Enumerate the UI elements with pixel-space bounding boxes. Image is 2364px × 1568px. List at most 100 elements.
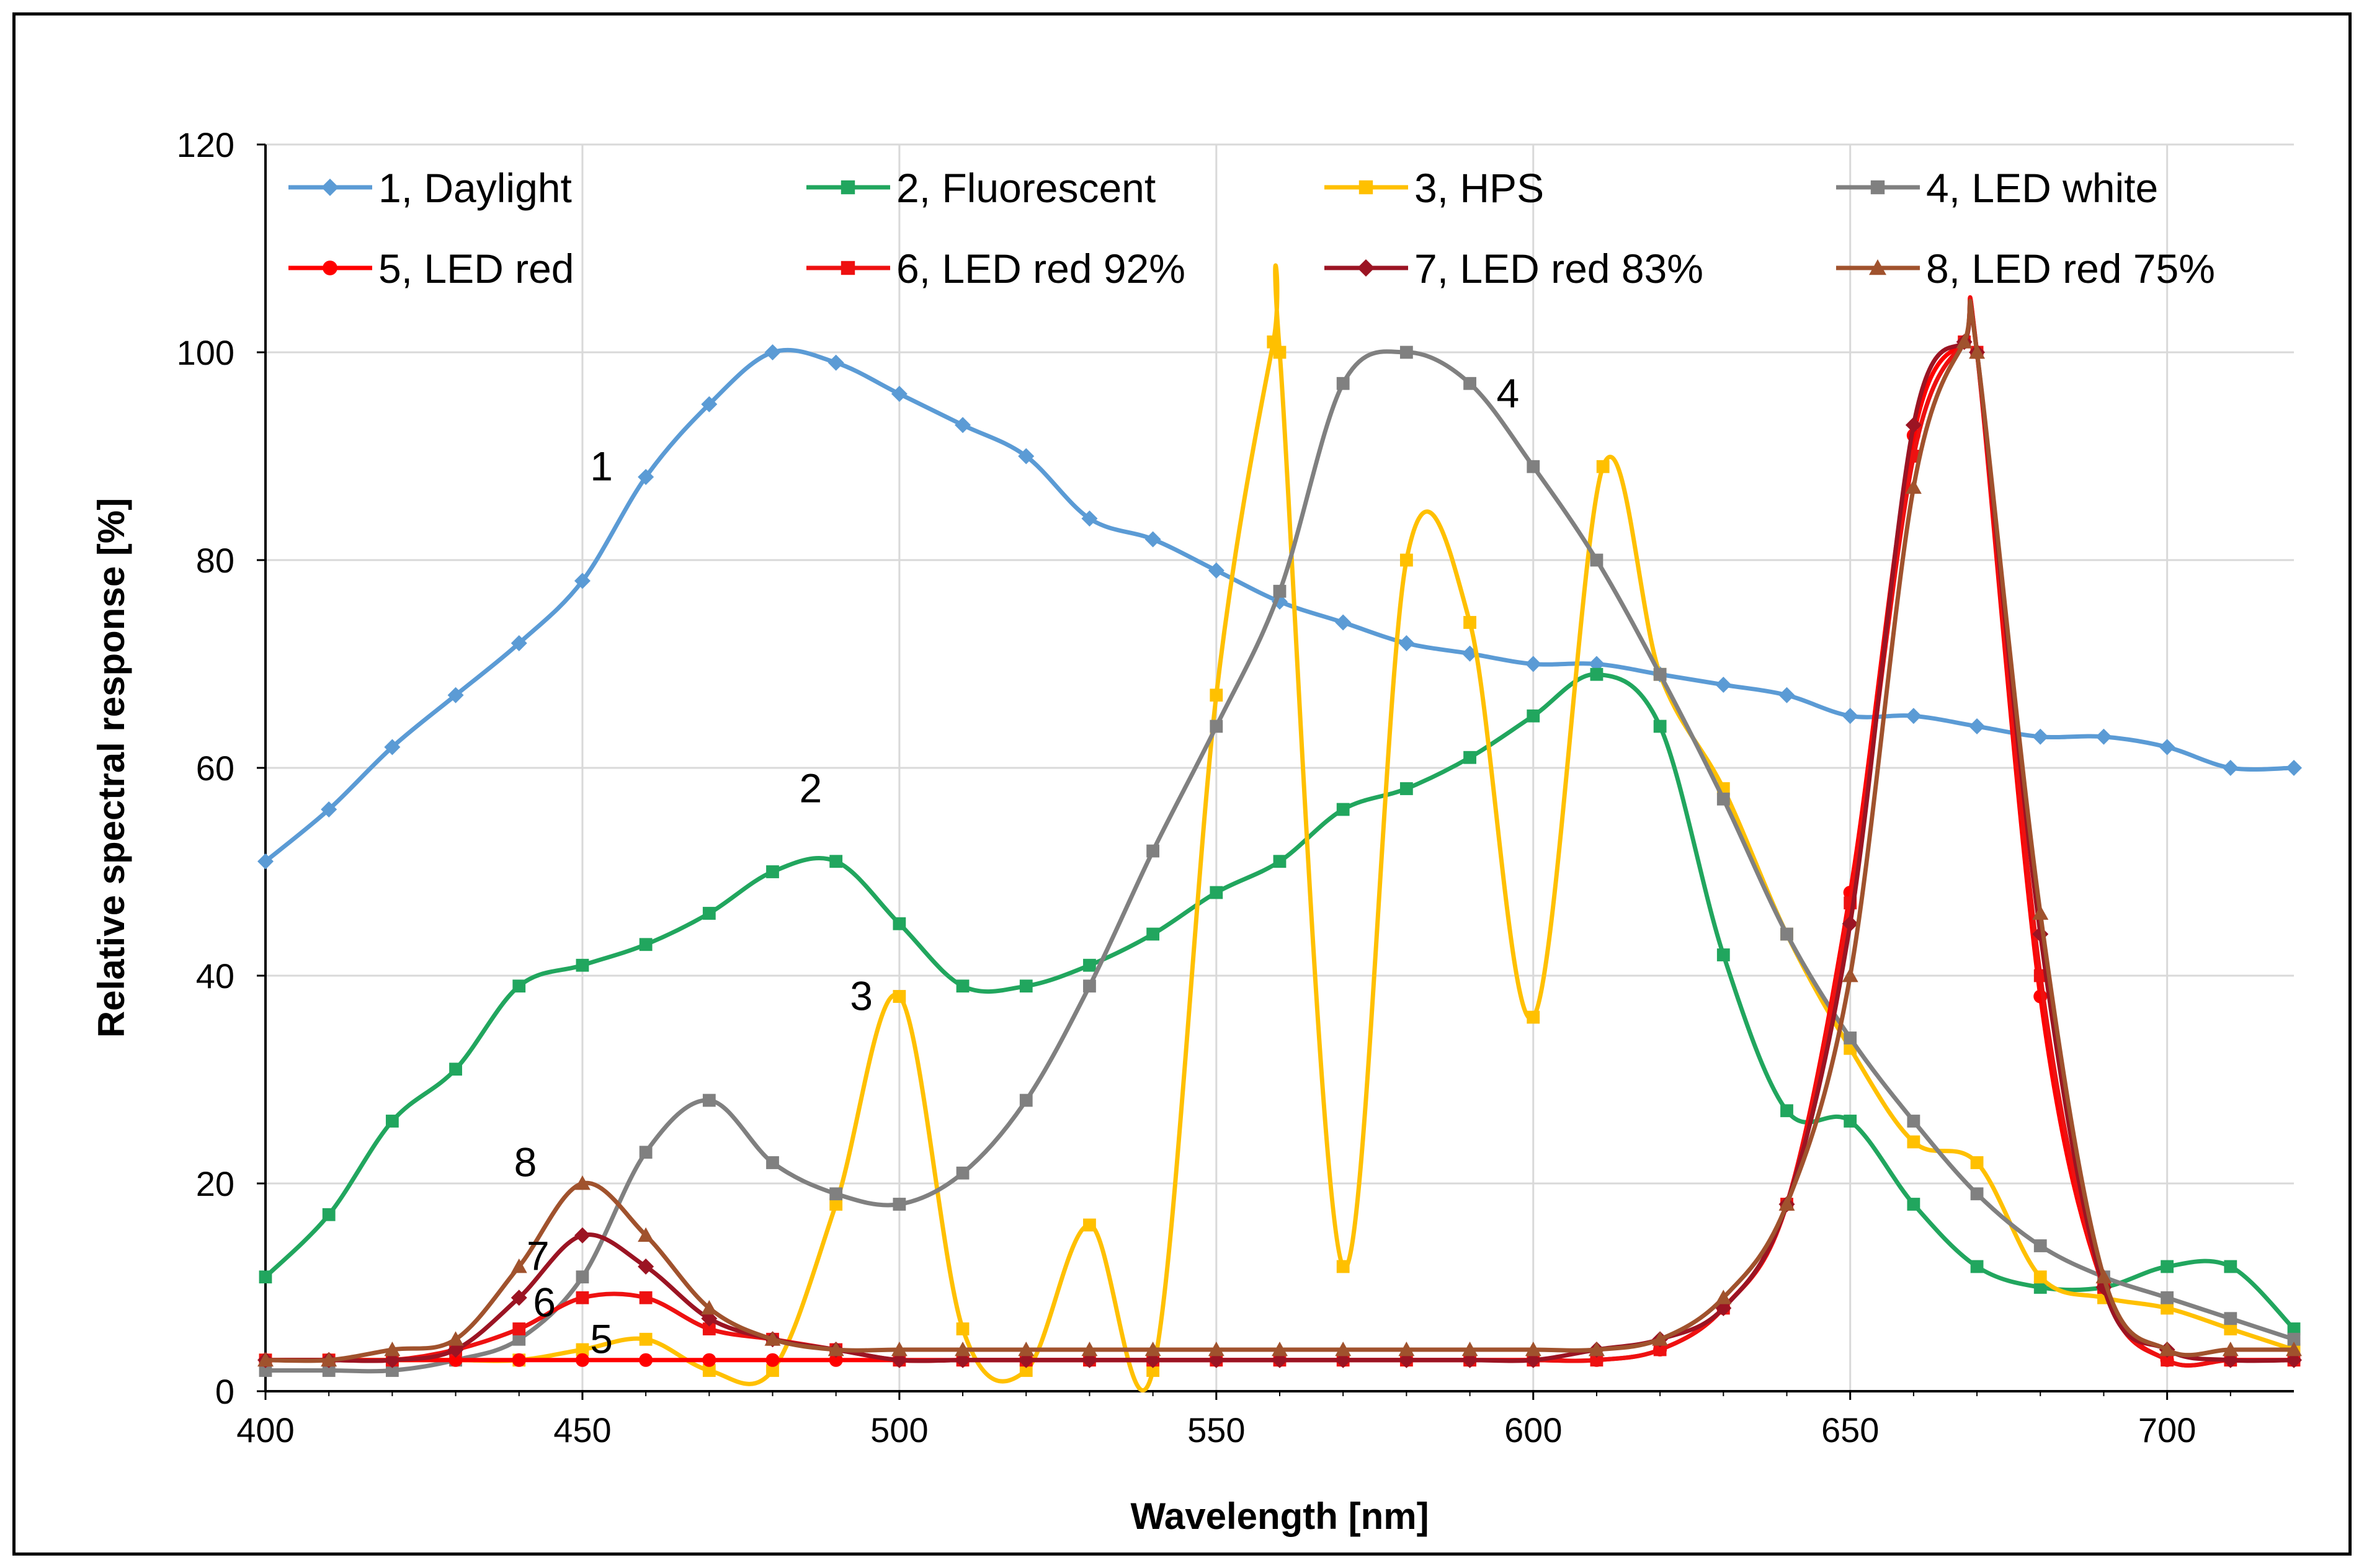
data-point — [956, 979, 970, 993]
legend-item: 2, Fluorescent — [806, 165, 1156, 211]
data-point — [1146, 927, 1160, 941]
data-point — [1907, 1115, 1920, 1128]
data-point — [2222, 760, 2239, 776]
legend-marker — [841, 261, 855, 275]
data-point — [2286, 760, 2302, 776]
data-point — [2224, 1312, 2237, 1325]
data-point — [1970, 1260, 1984, 1273]
data-point — [321, 1352, 337, 1367]
data-point — [1842, 915, 1858, 932]
legend-label: 7, LED red 83% — [1414, 246, 1703, 292]
data-point — [2222, 1342, 2239, 1356]
data-point — [1081, 510, 1098, 527]
data-point — [1590, 553, 1604, 567]
data-point — [576, 1270, 589, 1284]
data-point — [1399, 553, 1413, 567]
data-point — [1461, 1342, 1478, 1356]
data-point — [322, 1364, 336, 1377]
series-2 — [259, 667, 2301, 1335]
data-point — [2286, 1342, 2302, 1356]
data-point — [2095, 728, 2112, 745]
data-point — [1956, 334, 1973, 349]
x-tick-label: 700 — [2138, 1410, 2196, 1450]
curve-label: 4 — [1497, 370, 1520, 416]
legend-marker — [1869, 259, 1886, 275]
data-point — [1844, 1031, 1857, 1045]
data-point — [1780, 927, 1793, 941]
data-point — [638, 1227, 654, 1242]
data-point — [512, 1322, 526, 1335]
y-tick-label: 120 — [177, 125, 234, 164]
data-point — [1525, 656, 1541, 672]
data-point — [702, 1364, 716, 1377]
curve-label: 1 — [590, 443, 613, 489]
data-point — [1083, 979, 1096, 993]
data-point — [576, 958, 589, 972]
legend-marker — [323, 261, 337, 275]
data-point — [2032, 728, 2049, 745]
data-point — [1653, 1343, 1667, 1356]
x-tick-label: 600 — [1504, 1410, 1562, 1450]
x-tick-label: 500 — [870, 1410, 928, 1450]
data-point — [1969, 718, 1986, 734]
data-point — [893, 1198, 906, 1211]
data-point — [1970, 1187, 1984, 1201]
data-point — [891, 1342, 908, 1356]
curve-labels: 1 2 3 4 8 765 — [514, 370, 1520, 1361]
data-point — [1778, 687, 1795, 703]
legend-marker — [1357, 259, 1375, 277]
data-point — [1083, 1218, 1096, 1232]
y-tick-label: 40 — [196, 956, 234, 996]
data-point — [827, 354, 844, 371]
legend-label: 5, LED red — [378, 246, 574, 292]
data-point — [1463, 616, 1476, 629]
curve-label: 2 — [799, 765, 822, 811]
data-point — [1463, 376, 1476, 390]
data-point — [384, 739, 401, 755]
data-point — [2095, 1268, 2112, 1284]
data-point — [2033, 1270, 2047, 1284]
data-point — [764, 344, 781, 360]
data-point — [1780, 1104, 1793, 1118]
data-point — [1399, 782, 1413, 795]
data-point — [1019, 1094, 1033, 1107]
y-tick-label: 20 — [196, 1164, 234, 1203]
data-point — [385, 1115, 399, 1128]
data-point — [1527, 460, 1540, 473]
data-point — [1652, 1331, 1669, 1346]
data-point — [1905, 417, 1922, 434]
data-point — [702, 1094, 716, 1107]
data-point — [1653, 667, 1667, 681]
data-point — [955, 417, 971, 434]
legend-item: 5, LED red — [288, 246, 574, 292]
data-point — [1596, 460, 1610, 473]
data-point — [638, 1258, 654, 1275]
data-point — [575, 1353, 589, 1367]
data-point — [1273, 855, 1287, 868]
data-point — [893, 990, 906, 1003]
curve-label: 7 — [527, 1232, 550, 1278]
data-point — [1272, 1342, 1288, 1356]
curve-label: 8 — [514, 1139, 537, 1185]
curve-label: 6 — [533, 1280, 556, 1325]
data-point — [764, 1331, 781, 1346]
chart-frame — [12, 12, 2352, 1556]
legend-label: 1, Daylight — [378, 165, 572, 211]
x-tick-label: 650 — [1821, 1410, 1879, 1450]
data-point — [829, 1353, 843, 1367]
series-1 — [257, 344, 2302, 870]
data-point — [639, 1353, 653, 1367]
data-point — [1210, 688, 1223, 702]
data-point — [1018, 1342, 1035, 1356]
series-line — [265, 298, 2294, 1363]
series-3 — [259, 263, 2301, 1393]
data-point — [1146, 844, 1160, 858]
x-tick-label: 450 — [553, 1410, 611, 1450]
data-point — [449, 1062, 462, 1076]
data-point — [829, 1198, 843, 1211]
x-tick-label: 400 — [236, 1410, 294, 1450]
data-point — [1842, 968, 1858, 982]
data-point — [1398, 1342, 1415, 1356]
data-point — [1267, 335, 1280, 349]
